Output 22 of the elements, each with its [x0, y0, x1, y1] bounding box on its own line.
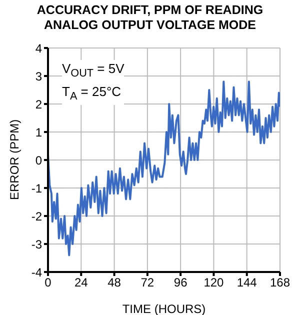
- line-series: [48, 80, 280, 256]
- y-tick-label: 3: [35, 69, 42, 84]
- x-tick-label: 48: [108, 276, 122, 290]
- y-tick-label: -1: [31, 181, 42, 196]
- x-tick-label: 120: [204, 276, 224, 290]
- y-tick-label: 4: [35, 41, 42, 56]
- annotation: V$_{OUT}$ = 5V: [62, 60, 124, 82]
- x-tick-label: 72: [140, 276, 154, 290]
- y-tick-label: -3: [31, 237, 42, 252]
- y-tick-label: 2: [35, 97, 42, 112]
- y-tick-label: 0: [35, 153, 42, 168]
- y-tick-label: 1: [35, 125, 42, 140]
- x-tick-label: 144: [236, 276, 258, 290]
- annotation: T$_{A}$ = 25°C: [62, 82, 122, 104]
- x-tick-label: 168: [270, 276, 290, 290]
- x-tick-label: 0: [44, 276, 52, 290]
- y-tick-label: -4: [31, 265, 42, 280]
- y-axis-title: ERROR (PPM): [7, 119, 22, 200]
- chart-title: ACCURACY DRIFT, PPM OF READING ANALOG OUTPUT VOLTAGE MODE: [36, 3, 264, 33]
- y-tick-label: -2: [31, 209, 42, 224]
- x-tick-label: 24: [74, 276, 88, 290]
- x-tick-label: 96: [174, 276, 188, 290]
